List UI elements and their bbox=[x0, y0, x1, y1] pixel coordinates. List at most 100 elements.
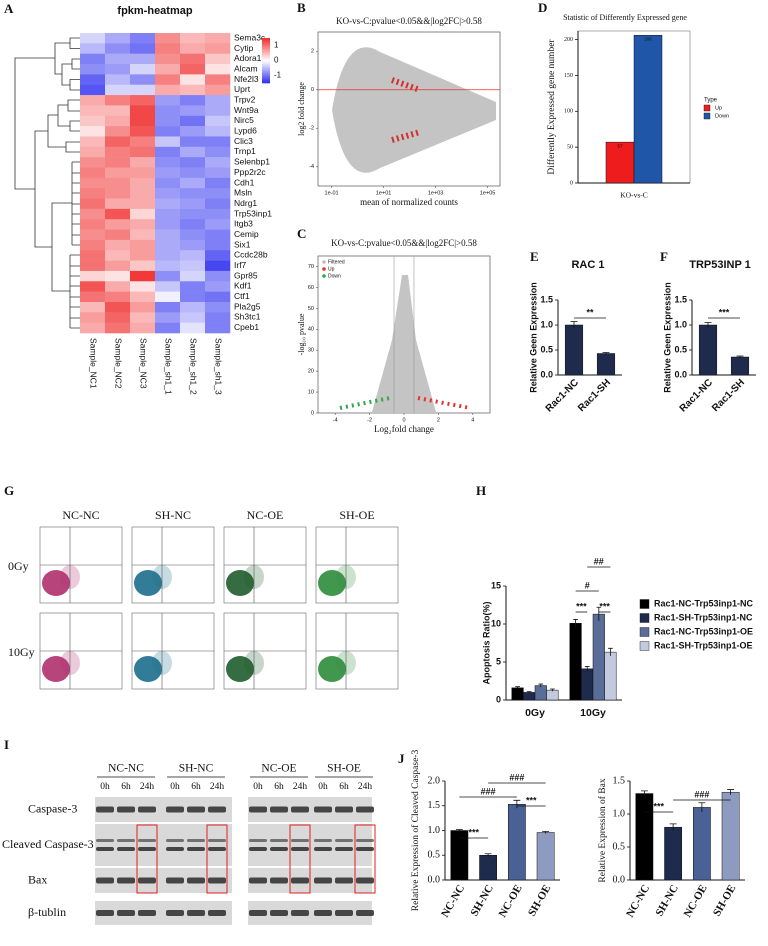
time-label: 0h bbox=[318, 782, 328, 792]
heatmap-cell bbox=[180, 229, 206, 241]
significance-label: *** bbox=[576, 601, 587, 611]
colorbar-segment bbox=[262, 54, 270, 57]
y-tick-label: 0.0 bbox=[540, 369, 553, 379]
heatmap-cell bbox=[80, 105, 106, 117]
heatmap-cell bbox=[205, 270, 231, 282]
error-bar bbox=[698, 802, 706, 813]
volcano-cloud bbox=[339, 275, 471, 412]
y-tick-label: 1.0 bbox=[428, 825, 441, 836]
y-tick-label: 60 bbox=[308, 285, 314, 291]
heatmap-cell bbox=[130, 291, 156, 303]
legend-label: Rac1-SH-Trp53inp1-NC bbox=[654, 612, 753, 622]
heatmap-cell bbox=[205, 260, 231, 272]
colorbar-segment bbox=[262, 53, 270, 55]
heatmap-cell bbox=[155, 198, 181, 210]
heatmap-cell bbox=[105, 219, 131, 230]
blot-strip bbox=[95, 824, 232, 866]
heatmap-cell bbox=[105, 33, 131, 44]
column-label: SH-NC bbox=[155, 508, 191, 522]
heatmap-cell bbox=[180, 64, 206, 75]
protein-label: Bax bbox=[28, 872, 47, 886]
column-label: NC-OE bbox=[247, 508, 284, 522]
x-tick-label: Rac1-NC bbox=[678, 377, 715, 414]
row-label: Ndrg1 bbox=[234, 198, 257, 208]
blot-band bbox=[166, 877, 184, 884]
colorbar-segment bbox=[262, 51, 270, 54]
y-tick-label: 1.5 bbox=[674, 294, 687, 304]
bar bbox=[605, 141, 635, 184]
heatmap-cell bbox=[155, 219, 181, 230]
time-label: 24h bbox=[293, 782, 308, 792]
x-tick-label: SH-NC bbox=[653, 883, 681, 919]
blot-band bbox=[138, 877, 156, 884]
row-label: Nirc5 bbox=[234, 115, 254, 125]
colorbar-segment bbox=[262, 81, 270, 84]
heatmap-cell bbox=[80, 198, 106, 210]
heatmap-cell bbox=[130, 281, 156, 292]
highlight-box bbox=[354, 824, 376, 894]
heatmap-cell bbox=[180, 33, 206, 44]
flow-population bbox=[134, 656, 162, 682]
heatmap-cell bbox=[130, 208, 156, 220]
flow-population bbox=[134, 570, 162, 596]
heatmap-cell bbox=[180, 219, 206, 230]
heatmap-cell bbox=[155, 177, 181, 189]
y-tick-label: 5 bbox=[496, 656, 501, 666]
blot-band bbox=[166, 847, 184, 851]
blot-band bbox=[335, 910, 353, 916]
highlight-box bbox=[289, 824, 311, 894]
x-tick-label: -2 bbox=[367, 417, 372, 423]
heatmap-cell bbox=[105, 95, 131, 106]
heatmap-cell bbox=[80, 270, 106, 282]
x-tick-label: SH-OE bbox=[711, 883, 739, 919]
colorbar-segment bbox=[262, 80, 270, 82]
colorbar-segment bbox=[262, 63, 270, 66]
y-tick-label: 1.5 bbox=[428, 800, 441, 811]
row-label: Gpr85 bbox=[234, 270, 258, 280]
error-bar bbox=[584, 666, 590, 672]
significance-label: ** bbox=[586, 307, 594, 317]
heatmap-cell bbox=[180, 157, 206, 168]
panel-letter: F bbox=[660, 249, 668, 264]
time-label: 0h bbox=[100, 782, 110, 792]
heatmap-cell bbox=[80, 74, 106, 86]
heatmap-cell bbox=[180, 250, 206, 261]
heatmap-cell bbox=[155, 95, 181, 106]
heatmap-cell bbox=[105, 74, 131, 86]
blot-band bbox=[335, 877, 353, 884]
x-tick-label: 10Gy bbox=[580, 707, 606, 719]
x-tick-label: NC-NC bbox=[624, 883, 652, 920]
blot-band bbox=[187, 839, 205, 842]
y-tick-label: 2.0 bbox=[428, 775, 441, 786]
significance-label: *** bbox=[719, 307, 730, 317]
blot-band bbox=[335, 839, 353, 842]
significance-label: ### bbox=[481, 786, 496, 796]
y-tick-label: 0.5 bbox=[540, 344, 553, 354]
legend-swatch bbox=[322, 274, 326, 278]
colorbar-segment bbox=[262, 39, 270, 42]
error-bar bbox=[513, 799, 521, 809]
blot-band bbox=[166, 806, 184, 813]
x-tick-label: -4 bbox=[333, 417, 338, 423]
blot-band bbox=[314, 910, 332, 916]
legend-label: Rac1-NC-Trp53inp1-OE bbox=[654, 626, 753, 636]
heatmap-cell bbox=[180, 208, 206, 220]
legend-label: Up bbox=[328, 266, 335, 272]
blot-band bbox=[117, 877, 135, 884]
y-tick-label: 40 bbox=[308, 327, 314, 333]
heatmap-cell bbox=[205, 136, 231, 148]
colorbar-segment bbox=[262, 48, 270, 51]
blot-band bbox=[117, 847, 135, 851]
column-label: NC-NC bbox=[62, 508, 99, 522]
heatmap-cell bbox=[130, 146, 156, 158]
heatmap-cell bbox=[80, 95, 106, 106]
row-label: Alcam bbox=[234, 63, 258, 73]
heatmap-cell bbox=[180, 126, 206, 137]
heatmap-cell bbox=[130, 167, 156, 179]
heatmap-cell bbox=[105, 146, 131, 158]
y-tick-label: 10 bbox=[491, 618, 501, 628]
blot-band bbox=[208, 839, 226, 842]
y-tick-label: 15 bbox=[491, 580, 501, 590]
heatmap-cell bbox=[180, 322, 206, 334]
